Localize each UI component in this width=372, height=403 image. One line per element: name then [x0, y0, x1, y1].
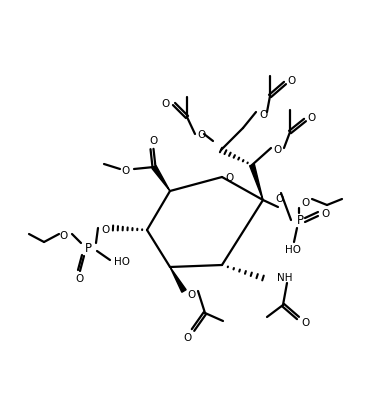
Polygon shape — [152, 166, 170, 191]
Text: O: O — [183, 333, 191, 343]
Text: HO: HO — [285, 245, 301, 255]
Text: O: O — [150, 136, 158, 146]
Text: O: O — [226, 173, 234, 183]
Text: O: O — [274, 145, 282, 155]
Text: HO: HO — [114, 257, 130, 267]
Text: O: O — [308, 113, 316, 123]
Text: O: O — [122, 166, 130, 176]
Text: P: P — [296, 214, 304, 228]
Text: O: O — [101, 225, 109, 235]
Polygon shape — [170, 267, 186, 292]
Text: O: O — [288, 76, 296, 86]
Polygon shape — [250, 164, 263, 200]
Text: O: O — [76, 274, 84, 284]
Text: NH: NH — [277, 273, 292, 283]
Text: O: O — [197, 130, 205, 140]
Text: P: P — [84, 241, 92, 255]
Text: O: O — [60, 231, 68, 241]
Text: O: O — [188, 290, 196, 300]
Text: O: O — [302, 198, 310, 208]
Text: O: O — [321, 209, 329, 219]
Text: O: O — [162, 99, 170, 109]
Text: O: O — [301, 318, 309, 328]
Text: O: O — [276, 194, 284, 204]
Text: O: O — [259, 110, 267, 120]
